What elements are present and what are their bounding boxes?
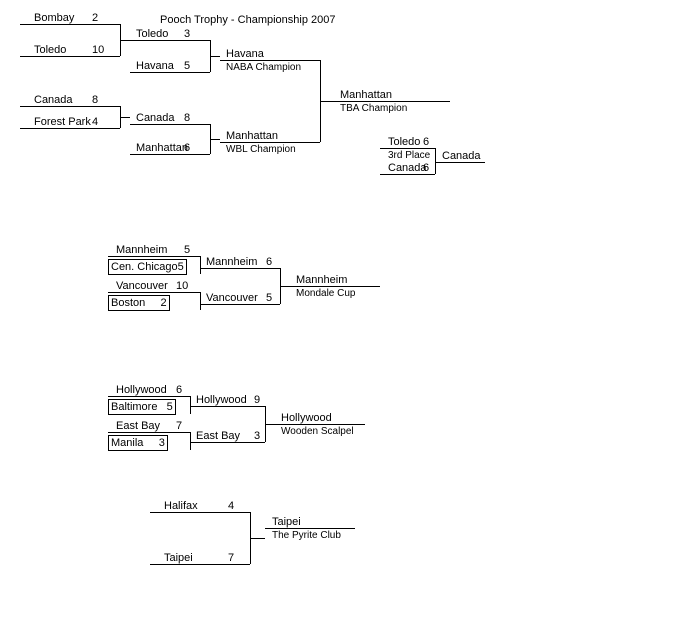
subtitle: WBL Champion — [226, 144, 296, 155]
score-label: 3 — [184, 28, 190, 40]
score-label: 9 — [254, 394, 260, 406]
team-label: East Bay — [196, 430, 240, 442]
team-label: Manhattan — [226, 130, 278, 142]
score-label: 5 — [184, 244, 190, 256]
score-label: 10 — [176, 280, 188, 292]
score-label: 6 — [423, 136, 429, 148]
team-label: Taipei — [272, 516, 301, 528]
team-label: Toledo — [136, 28, 168, 40]
team-label: Canada — [442, 150, 481, 162]
team-label: Manhattan — [136, 142, 188, 154]
team-label: Taipei — [164, 552, 193, 564]
team-label: Hollywood — [281, 412, 332, 424]
team-label: Toledo — [388, 136, 420, 148]
team-label: Baltimore — [111, 401, 157, 413]
third-place-label: 3rd Place — [388, 150, 430, 161]
score-label: 3 — [159, 437, 165, 449]
team-label: Havana — [226, 48, 264, 60]
team-label: Havana — [136, 60, 174, 72]
subtitle: TBA Champion — [340, 103, 407, 114]
score-label: 5 — [184, 60, 190, 72]
subtitle: The Pyrite Club — [272, 530, 341, 541]
score-label: 5 — [167, 401, 173, 413]
team-label: Manila — [111, 437, 143, 449]
score-label: 7 — [228, 552, 234, 564]
team-label: Canada — [388, 162, 427, 174]
score-label: 8 — [92, 94, 98, 106]
score-label: 5 — [266, 292, 272, 304]
team-box: Manila 3 — [108, 435, 168, 451]
page-title: Pooch Trophy - Championship 2007 — [160, 14, 336, 26]
score-label: 5 — [178, 261, 184, 273]
team-label: Bombay — [34, 12, 74, 24]
subtitle: Wooden Scalpel — [281, 426, 354, 437]
score-label: 7 — [176, 420, 182, 432]
team-box: Boston 2 — [108, 295, 170, 311]
team-label: Hollywood — [116, 384, 167, 396]
score-label: 2 — [92, 12, 98, 24]
team-label: Cen. Chicago — [111, 261, 178, 273]
team-box: Baltimore 5 — [108, 399, 176, 415]
team-label: Vancouver — [206, 292, 258, 304]
team-label: Halifax — [164, 500, 198, 512]
team-label: Boston — [111, 297, 145, 309]
subtitle: Mondale Cup — [296, 288, 355, 299]
team-label: Forest Park — [34, 116, 91, 128]
score-label: 2 — [161, 297, 167, 309]
team-label: East Bay — [116, 420, 160, 432]
score-label: 6 — [266, 256, 272, 268]
score-label: 3 — [254, 430, 260, 442]
subtitle: NABA Champion — [226, 62, 301, 73]
team-label: Canada — [136, 112, 175, 124]
score-label: 8 — [184, 112, 190, 124]
score-label: 4 — [92, 116, 98, 128]
team-label: Toledo — [34, 44, 66, 56]
score-label: 6 — [184, 142, 190, 154]
score-label: 6 — [423, 162, 429, 174]
team-label: Manhattan — [340, 89, 392, 101]
score-label: 6 — [176, 384, 182, 396]
team-label: Mannheim — [296, 274, 347, 286]
team-label: Hollywood — [196, 394, 247, 406]
team-label: Mannheim — [116, 244, 167, 256]
team-label: Mannheim — [206, 256, 257, 268]
team-label: Vancouver — [116, 280, 168, 292]
team-box: Cen. Chicago5 — [108, 259, 187, 275]
score-label: 10 — [92, 44, 104, 56]
team-label: Canada — [34, 94, 73, 106]
score-label: 4 — [228, 500, 234, 512]
